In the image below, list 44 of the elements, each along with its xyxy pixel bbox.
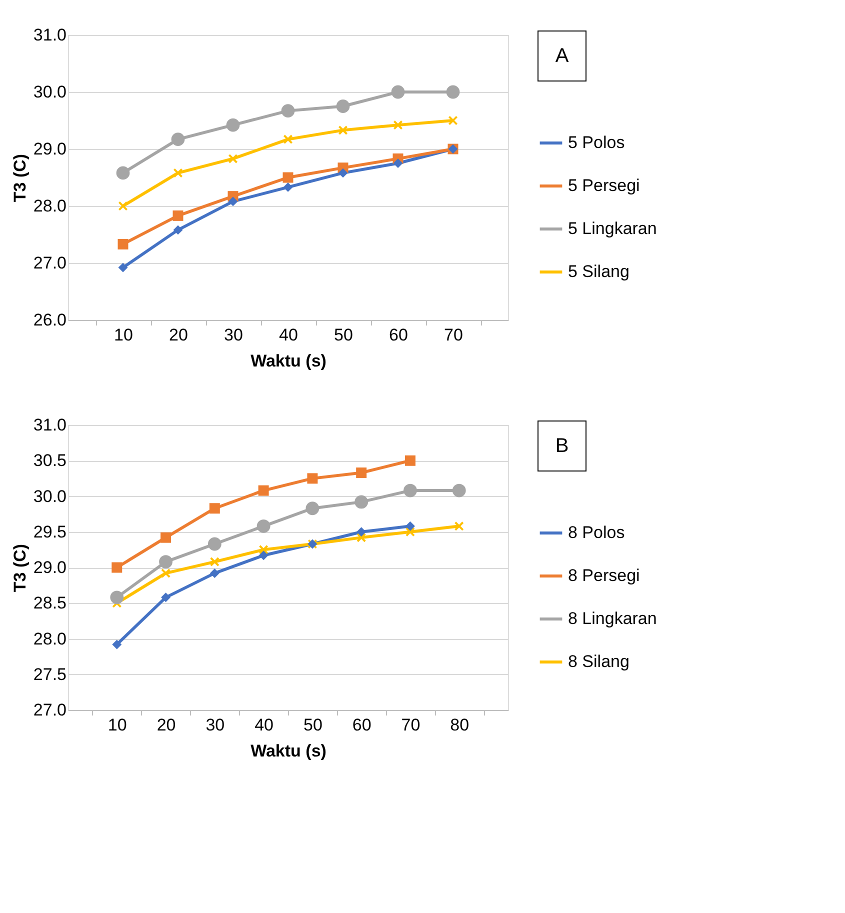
x-tick-label: 40 [254,716,274,734]
y-tick-label: 30.0 [33,486,66,506]
legend-label: 8 Lingkaran [568,609,657,628]
x-axis-title: Waktu (s) [250,352,326,370]
text: A [555,45,570,67]
x-tick-label: 20 [156,716,176,734]
x-tick-label: 10 [108,716,127,734]
y-axis-title: T3 (C) [10,154,30,202]
y-tick-label: 27.5 [33,664,66,684]
x-tick-label: 70 [401,716,420,734]
y-tick-label: 27.0 [33,254,66,272]
x-tick-label: 60 [352,716,372,734]
y-tick-label: 29.5 [33,522,66,542]
y-tick-label: 27.0 [33,700,66,720]
y-tick-label: 29.0 [33,558,66,577]
x-tick-label: 70 [444,326,463,344]
x-axis-title: Waktu (s) [250,742,326,760]
x-tick-label: 20 [169,326,188,344]
legend-label: 5 Silang [568,262,630,281]
y-tick-label: 28.0 [33,629,66,648]
y-tick-label: 26.0 [33,310,66,330]
y-tick-label: 30.0 [33,82,66,102]
x-tick-label: 50 [303,716,322,734]
y-tick-label: 29.0 [33,140,66,158]
x-tick-label: 30 [206,716,225,734]
x-tick-label: 40 [279,326,298,344]
legend-label: 8 Silang [568,652,630,671]
legend-label: 8 Polos [568,523,625,542]
x-tick-label: 30 [224,326,243,344]
y-tick-label: 28.0 [33,196,66,216]
x-tick-label: 60 [389,326,408,344]
legend-label: 8 Persegi [568,566,640,585]
y-tick-label: 28.5 [33,594,66,613]
y-tick-label: 31.0 [33,26,66,44]
legend-label: 5 Polos [568,133,625,152]
y-axis-title: T3 (C) [10,544,30,592]
y-tick-label: 30.5 [33,451,66,470]
legend-label: 5 Lingkaran [568,219,657,238]
legend-label: 5 Persegi [568,176,640,195]
x-tick-label: 50 [334,326,353,344]
y-tick-label: 31.0 [33,416,66,434]
text: B [555,435,569,457]
x-tick-label: 10 [114,326,133,344]
x-tick-label: 80 [450,716,470,734]
